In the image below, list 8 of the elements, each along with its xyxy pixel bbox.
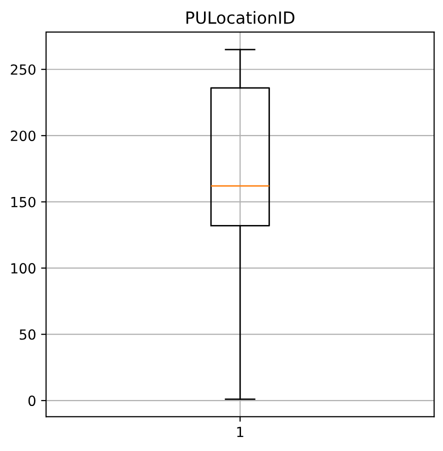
y-tick-label: 0 (28, 396, 36, 406)
chart-title: PULocationID (186, 11, 294, 24)
x-tick-label: 1 (237, 426, 244, 437)
y-tick-label: 250 (10, 64, 36, 75)
y-tick-label: 200 (10, 130, 36, 142)
y-tick-label: 150 (11, 196, 36, 208)
y-tick-label: 50 (20, 329, 36, 340)
y-tick-label: 100 (11, 263, 36, 274)
